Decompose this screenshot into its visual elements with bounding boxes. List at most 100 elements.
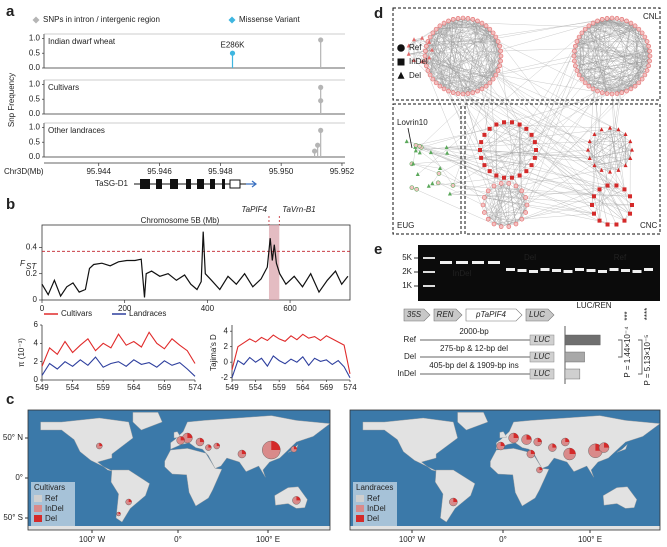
network-node: [482, 132, 487, 137]
construct-part: [433, 308, 463, 322]
network-edge: [429, 57, 502, 184]
network-edge: [408, 38, 423, 47]
network-edge: [493, 141, 631, 225]
site-pie-slice: [569, 448, 576, 454]
network-edge: [432, 78, 490, 84]
network-edge: [497, 70, 595, 197]
network-node: [487, 169, 492, 174]
network-edge: [439, 25, 459, 94]
network-node: [506, 224, 512, 229]
network-edge: [521, 213, 594, 220]
network-edge: [589, 158, 619, 171]
network-node: [446, 88, 451, 94]
network-node: [599, 16, 605, 22]
network-edge: [587, 149, 611, 173]
site-pie-slice: [271, 441, 281, 450]
gel-band: [488, 261, 500, 264]
legend-swatch: [34, 495, 42, 502]
y-axis-title: π (10⁻³): [17, 338, 26, 367]
network-edge: [588, 60, 650, 87]
network-node: [582, 80, 588, 86]
network-node: [628, 194, 633, 199]
legend-title: Landraces: [356, 483, 393, 492]
gel-marker: 2K: [402, 267, 412, 276]
network-edge: [581, 78, 632, 90]
network-edge: [467, 18, 499, 71]
snp-point: [318, 98, 324, 104]
network-edge: [578, 36, 632, 90]
network-edge: [535, 41, 578, 151]
network-edge: [602, 19, 645, 38]
map-land: [457, 412, 489, 431]
network-node: [614, 16, 620, 21]
y-tick-label: 0: [34, 375, 39, 384]
network-edge: [630, 23, 640, 83]
network-node: [582, 26, 588, 32]
network-edge: [415, 147, 595, 214]
luc-label: LUC: [534, 352, 550, 361]
network-node: [497, 43, 503, 49]
x-tick-label: 559: [273, 383, 287, 392]
network-node: [412, 57, 416, 62]
network-node: [475, 88, 480, 94]
site-pie-slice: [526, 434, 532, 440]
network-edge: [413, 163, 439, 174]
network-node: [445, 150, 450, 155]
lon-tick-label: 100° E: [256, 535, 280, 544]
network-node: [590, 86, 596, 92]
construct-label: LUC: [529, 310, 545, 319]
network-edge: [493, 74, 646, 225]
network-edge: [425, 60, 494, 80]
group-box: [392, 103, 462, 235]
network-edge: [576, 41, 650, 62]
luc-label: LUC: [534, 335, 550, 344]
network-edge: [488, 92, 603, 220]
y-tick-label: 0.2: [26, 269, 38, 278]
network-node: [519, 216, 525, 222]
network-node: [632, 83, 638, 89]
site-pie-slice: [199, 438, 204, 442]
network-node: [642, 34, 648, 40]
network-edge: [511, 177, 522, 220]
network-edge: [588, 25, 608, 94]
network-edge: [496, 124, 532, 136]
site-pie-slice: [513, 433, 519, 438]
exon: [210, 179, 215, 189]
y-tick-label: 1.0: [29, 80, 41, 89]
network-node: [480, 202, 486, 208]
network-node: [485, 188, 491, 194]
network-node: [586, 83, 592, 89]
significance-stars: ***: [623, 311, 632, 320]
network-node: [494, 122, 499, 127]
network-edge: [432, 60, 501, 80]
network-edge: [479, 149, 590, 159]
network-node: [576, 34, 582, 40]
map-land: [602, 486, 638, 509]
snp-label: E286K: [220, 40, 245, 49]
network-edge: [425, 60, 469, 94]
network-edge: [575, 28, 639, 47]
bar: [564, 351, 585, 363]
network-node: [420, 35, 425, 40]
chart-title: LUC/REN: [576, 301, 611, 310]
network-edge: [501, 196, 595, 227]
legend-label: Cultivars: [61, 309, 92, 318]
network-node: [572, 48, 577, 54]
row-name: InDel: [397, 369, 416, 378]
x-tick-label: 564: [296, 383, 310, 392]
x-tick-label: 564: [127, 383, 141, 392]
exon: [140, 179, 150, 189]
network-node: [493, 72, 499, 78]
network-edge: [579, 74, 627, 92]
network-edge: [408, 46, 649, 55]
network-edge: [587, 127, 611, 151]
network-node: [498, 53, 504, 59]
highlight-region: [268, 225, 280, 300]
site-pie-slice: [500, 442, 505, 446]
network-edge: [618, 129, 626, 166]
network-node: [455, 16, 461, 21]
network-node: [498, 224, 504, 229]
network-edge: [519, 124, 527, 172]
network-node: [636, 26, 642, 32]
